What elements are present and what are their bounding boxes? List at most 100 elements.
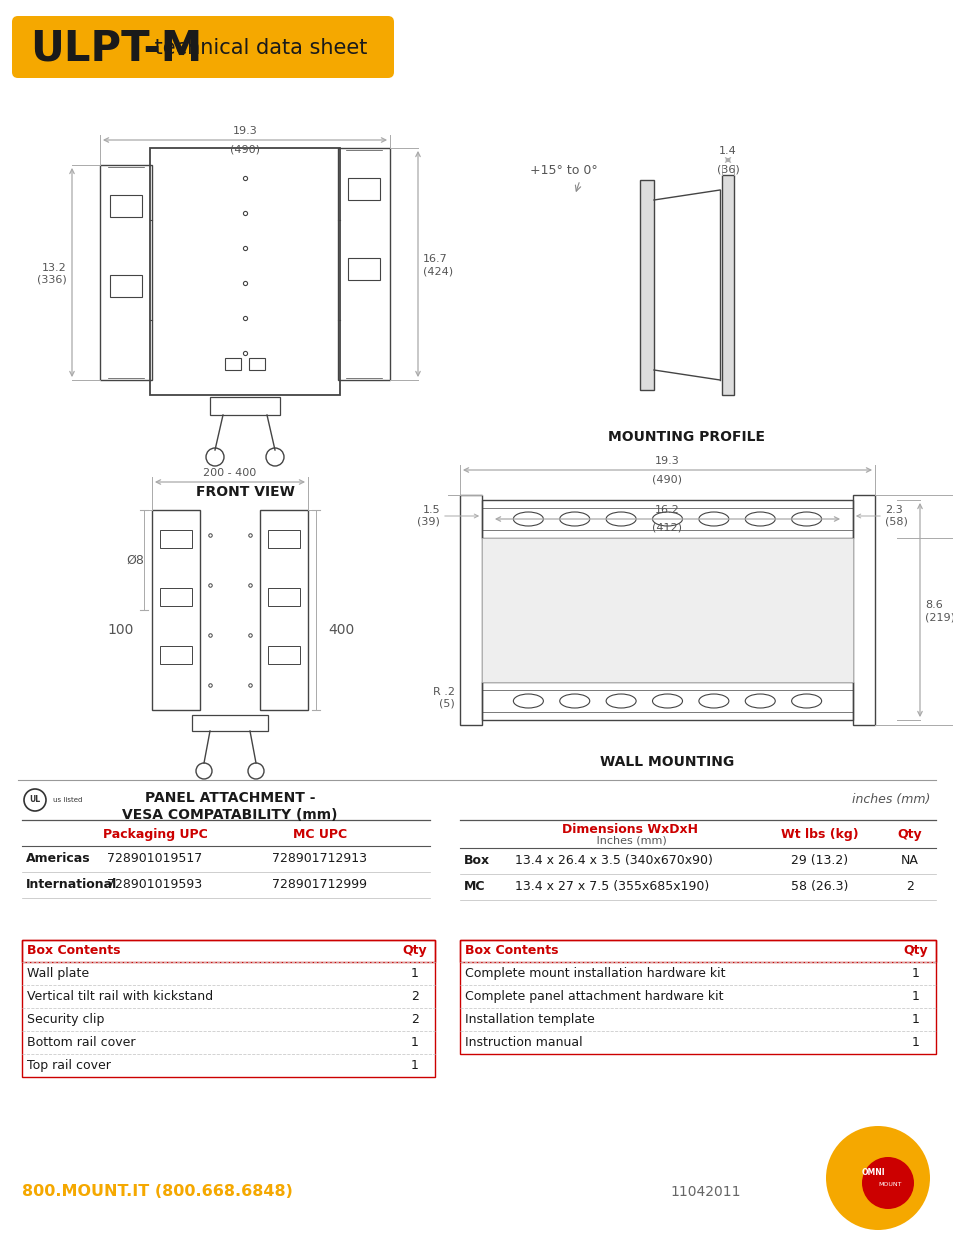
Text: 1: 1 xyxy=(911,1036,919,1049)
Text: (58): (58) xyxy=(884,517,907,527)
Text: 728901019517: 728901019517 xyxy=(108,852,202,866)
Bar xyxy=(210,396,280,415)
Text: technical data sheet: technical data sheet xyxy=(148,38,367,58)
Bar xyxy=(249,358,265,370)
Text: (39): (39) xyxy=(416,517,439,527)
Text: 728901712999: 728901712999 xyxy=(273,878,367,892)
Text: International: International xyxy=(26,878,117,892)
Text: UL: UL xyxy=(30,795,41,804)
Text: +15° to 0°: +15° to 0° xyxy=(530,163,598,177)
Bar xyxy=(160,588,192,606)
Text: Americas: Americas xyxy=(26,852,91,866)
Text: 400: 400 xyxy=(328,622,354,637)
Text: 1: 1 xyxy=(411,967,418,981)
Bar xyxy=(160,530,192,548)
Text: 16.7: 16.7 xyxy=(422,254,447,264)
Text: Complete mount installation hardware kit: Complete mount installation hardware kit xyxy=(464,967,724,981)
Text: (336): (336) xyxy=(37,274,67,284)
Text: 13.4 x 27 x 7.5 (355x685x190): 13.4 x 27 x 7.5 (355x685x190) xyxy=(515,881,708,893)
Text: 2: 2 xyxy=(411,990,418,1003)
Text: 2: 2 xyxy=(411,1013,418,1026)
Bar xyxy=(268,646,299,664)
Text: (36): (36) xyxy=(716,164,739,174)
Text: Box Contents: Box Contents xyxy=(27,945,120,957)
Text: us listed: us listed xyxy=(53,797,82,803)
Text: PANEL ATTACHMENT -: PANEL ATTACHMENT - xyxy=(145,790,314,805)
Text: NA: NA xyxy=(901,855,918,867)
Text: 2.3: 2.3 xyxy=(884,505,902,515)
Text: R .2: R .2 xyxy=(433,687,455,697)
Text: 200 - 400: 200 - 400 xyxy=(203,468,256,478)
Text: Box: Box xyxy=(463,855,490,867)
Text: (412): (412) xyxy=(652,522,681,534)
Text: (490): (490) xyxy=(230,144,260,154)
Text: Inches (mm): Inches (mm) xyxy=(593,836,666,846)
Bar xyxy=(152,510,200,710)
Text: Complete panel attachment hardware kit: Complete panel attachment hardware kit xyxy=(464,990,722,1003)
Text: MOUNT: MOUNT xyxy=(878,1182,901,1188)
Bar xyxy=(481,500,852,538)
Bar xyxy=(22,940,435,962)
Bar xyxy=(721,175,733,395)
Text: 100: 100 xyxy=(108,622,133,637)
Text: 19.3: 19.3 xyxy=(233,126,257,136)
Bar xyxy=(225,358,241,370)
Circle shape xyxy=(862,1157,913,1209)
Text: MC UPC: MC UPC xyxy=(293,829,347,841)
Text: FRONT VIEW: FRONT VIEW xyxy=(195,485,294,499)
Bar xyxy=(459,495,481,725)
Text: Wall plate: Wall plate xyxy=(27,967,89,981)
Text: Wt lbs (kg): Wt lbs (kg) xyxy=(781,829,858,841)
Bar xyxy=(348,178,379,200)
Text: 1: 1 xyxy=(911,1013,919,1026)
Text: (490): (490) xyxy=(652,474,681,484)
Text: 13.4 x 26.4 x 3.5 (340x670x90): 13.4 x 26.4 x 3.5 (340x670x90) xyxy=(515,855,712,867)
Text: Qty: Qty xyxy=(402,945,427,957)
Text: 29 (13.2): 29 (13.2) xyxy=(791,855,847,867)
Bar xyxy=(110,195,142,217)
Bar xyxy=(459,940,935,1053)
Text: 1.4: 1.4 xyxy=(719,146,736,156)
Text: Vertical tilt rail with kickstand: Vertical tilt rail with kickstand xyxy=(27,990,213,1003)
Text: inches (mm): inches (mm) xyxy=(851,794,929,806)
Bar xyxy=(22,940,435,1077)
Text: MOUNTING PROFILE: MOUNTING PROFILE xyxy=(608,430,764,445)
Text: 800.MOUNT.IT (800.668.6848): 800.MOUNT.IT (800.668.6848) xyxy=(22,1184,293,1199)
Bar xyxy=(192,715,268,731)
Text: OMNI: OMNI xyxy=(861,1168,883,1177)
Text: WALL MOUNTING: WALL MOUNTING xyxy=(599,755,734,769)
Text: ULPT-M: ULPT-M xyxy=(30,27,202,69)
Text: Top rail cover: Top rail cover xyxy=(27,1058,111,1072)
Bar xyxy=(268,530,299,548)
Text: (424): (424) xyxy=(422,266,453,275)
Text: 19.3: 19.3 xyxy=(655,456,679,466)
Text: 1: 1 xyxy=(411,1036,418,1049)
Text: 16.2: 16.2 xyxy=(655,505,679,515)
Bar xyxy=(260,510,308,710)
Bar xyxy=(852,495,874,725)
Text: 58 (26.3): 58 (26.3) xyxy=(790,881,848,893)
Text: Box Contents: Box Contents xyxy=(464,945,558,957)
Text: VESA COMPATABILITY (mm): VESA COMPATABILITY (mm) xyxy=(122,808,337,823)
Bar xyxy=(110,275,142,296)
Text: 1.5: 1.5 xyxy=(422,505,439,515)
Bar xyxy=(160,646,192,664)
Text: 1: 1 xyxy=(411,1058,418,1072)
Bar xyxy=(150,148,339,395)
Text: Security clip: Security clip xyxy=(27,1013,104,1026)
Text: (5): (5) xyxy=(438,699,455,709)
Bar xyxy=(268,588,299,606)
Text: 1: 1 xyxy=(911,967,919,981)
Text: 1: 1 xyxy=(911,990,919,1003)
Text: Installation template: Installation template xyxy=(464,1013,594,1026)
Text: Instruction manual: Instruction manual xyxy=(464,1036,582,1049)
FancyBboxPatch shape xyxy=(12,16,394,78)
Bar xyxy=(481,682,852,720)
Text: MC: MC xyxy=(463,881,485,893)
Text: 728901019593: 728901019593 xyxy=(108,878,202,892)
Text: Qty: Qty xyxy=(897,829,922,841)
Text: 13.2: 13.2 xyxy=(42,263,67,273)
Bar xyxy=(100,165,152,380)
Text: 8.6: 8.6 xyxy=(924,600,942,610)
Bar xyxy=(459,940,935,962)
